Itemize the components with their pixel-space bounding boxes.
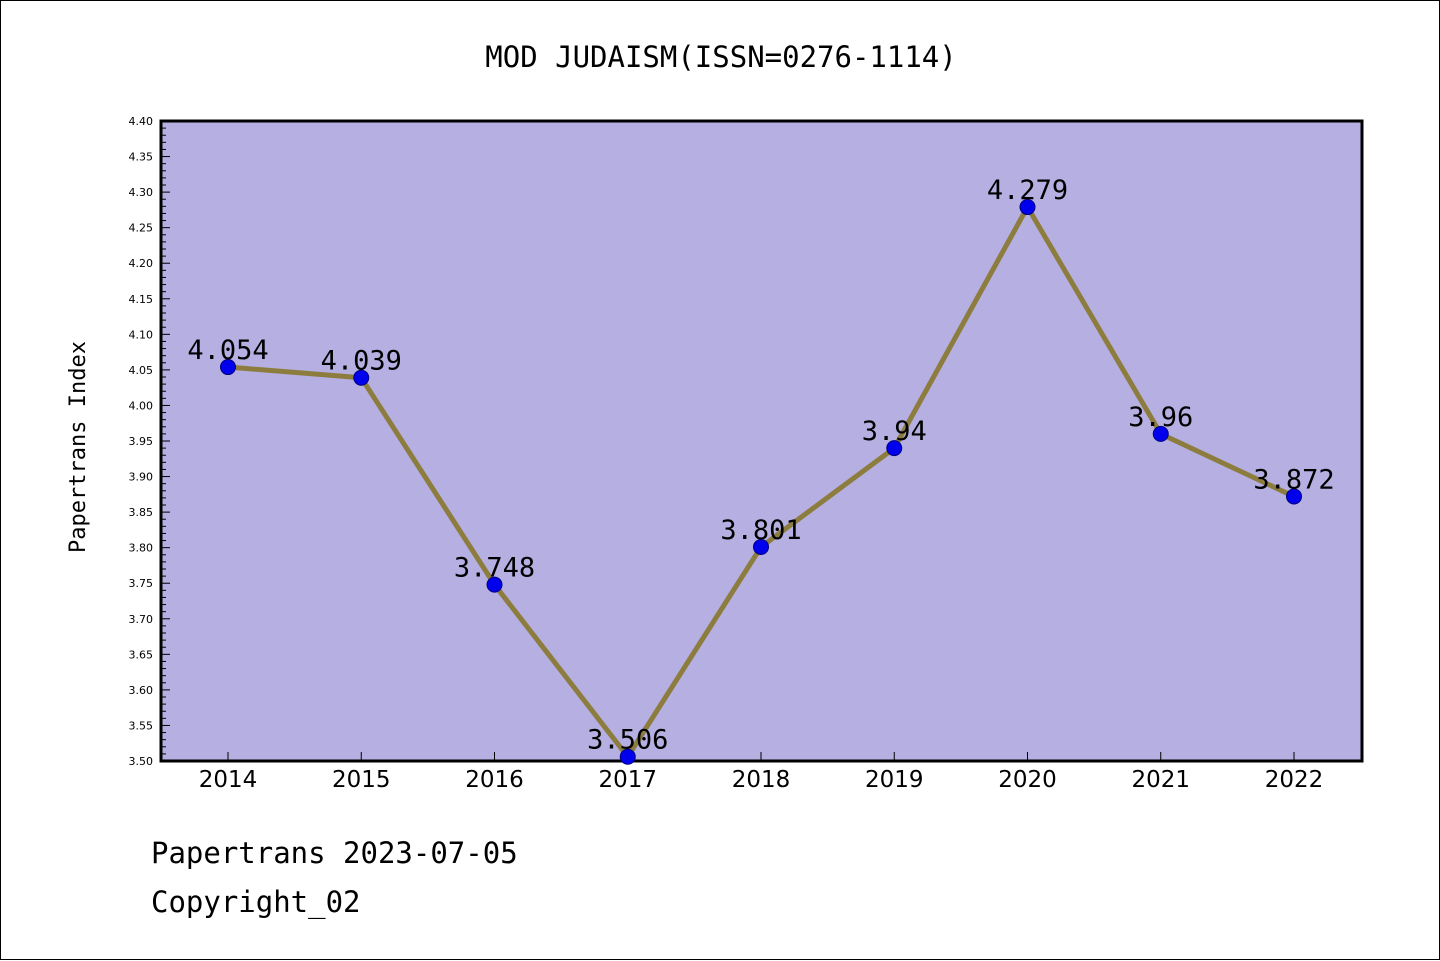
x-tick-label: 2015 xyxy=(332,767,391,793)
data-point-marker xyxy=(1286,488,1302,505)
y-tick-label: 4.25 xyxy=(129,222,154,235)
data-label: 4.279 xyxy=(987,175,1068,206)
y-tick-label: 4.15 xyxy=(129,293,154,306)
y-tick-label: 3.60 xyxy=(129,684,154,697)
y-tick-label: 4.10 xyxy=(129,328,154,341)
y-tick-label: 3.85 xyxy=(129,506,154,519)
source-date-text: Papertrans 2023-07-05 xyxy=(151,836,518,870)
y-tick-label: 3.55 xyxy=(129,719,154,732)
x-tick-label: 2021 xyxy=(1131,767,1190,793)
data-label: 4.039 xyxy=(321,346,402,377)
y-tick-label: 3.75 xyxy=(129,577,154,590)
data-point-marker xyxy=(486,576,503,593)
data-label: 4.054 xyxy=(187,335,268,366)
data-point-marker xyxy=(753,538,769,555)
data-label: 3.872 xyxy=(1253,464,1334,495)
copyright-text: Copyright_02 xyxy=(151,885,361,919)
y-axis-label: Papertrans Index xyxy=(66,341,91,553)
plot-area xyxy=(159,119,1364,763)
x-tick-label: 2017 xyxy=(598,767,657,793)
x-tick-label: 2019 xyxy=(865,767,924,793)
data-label: 3.506 xyxy=(587,725,668,756)
y-tick-label: 4.05 xyxy=(129,364,154,377)
data-point-marker xyxy=(1152,425,1169,442)
y-tick-label: 3.70 xyxy=(129,613,154,626)
x-axis-ticks: 2014 2015 2016 2017 2018 2019 2020 2021 2022 xyxy=(199,752,1324,793)
data-label: 3.96 xyxy=(1128,402,1193,433)
data-label: 3.801 xyxy=(720,515,801,546)
x-tick-label: 2022 xyxy=(1265,767,1324,793)
y-tick-label: 3.90 xyxy=(129,471,154,484)
series-layer: 4.054 4.039 3.748 3.506 3.801 3.94 4.279 3.96 3.… xyxy=(187,175,1335,765)
x-tick-label: 2016 xyxy=(465,767,524,793)
data-label: 3.748 xyxy=(454,553,535,584)
y-tick-label: 4.30 xyxy=(129,186,154,199)
y-tick-label: 4.00 xyxy=(129,399,154,412)
y-tick-label: 3.65 xyxy=(129,648,154,661)
y-axis-ticks: 3.50 3.55 3.60 3.65 3.70 3.75 3.80 3.85 3.90 3.95… xyxy=(129,115,170,768)
data-point-marker xyxy=(886,440,903,457)
x-tick-label: 2018 xyxy=(732,767,791,793)
y-tick-label: 4.20 xyxy=(129,257,154,270)
y-tick-label: 3.50 xyxy=(129,755,154,768)
y-tick-label: 3.95 xyxy=(129,435,154,448)
x-tick-label: 2020 xyxy=(998,767,1057,793)
x-tick-label: 2014 xyxy=(199,767,258,793)
data-point-marker xyxy=(353,369,370,386)
data-point-marker xyxy=(220,359,236,376)
data-point-marker xyxy=(1019,199,1036,216)
y-tick-label: 4.40 xyxy=(129,115,154,128)
y-tick-label: 4.35 xyxy=(129,151,154,164)
data-point-marker xyxy=(619,748,636,765)
data-label: 3.94 xyxy=(862,416,927,447)
chart-title: MOD JUDAISM(ISSN=0276-1114) xyxy=(485,40,956,74)
y-tick-label: 3.80 xyxy=(129,542,154,555)
